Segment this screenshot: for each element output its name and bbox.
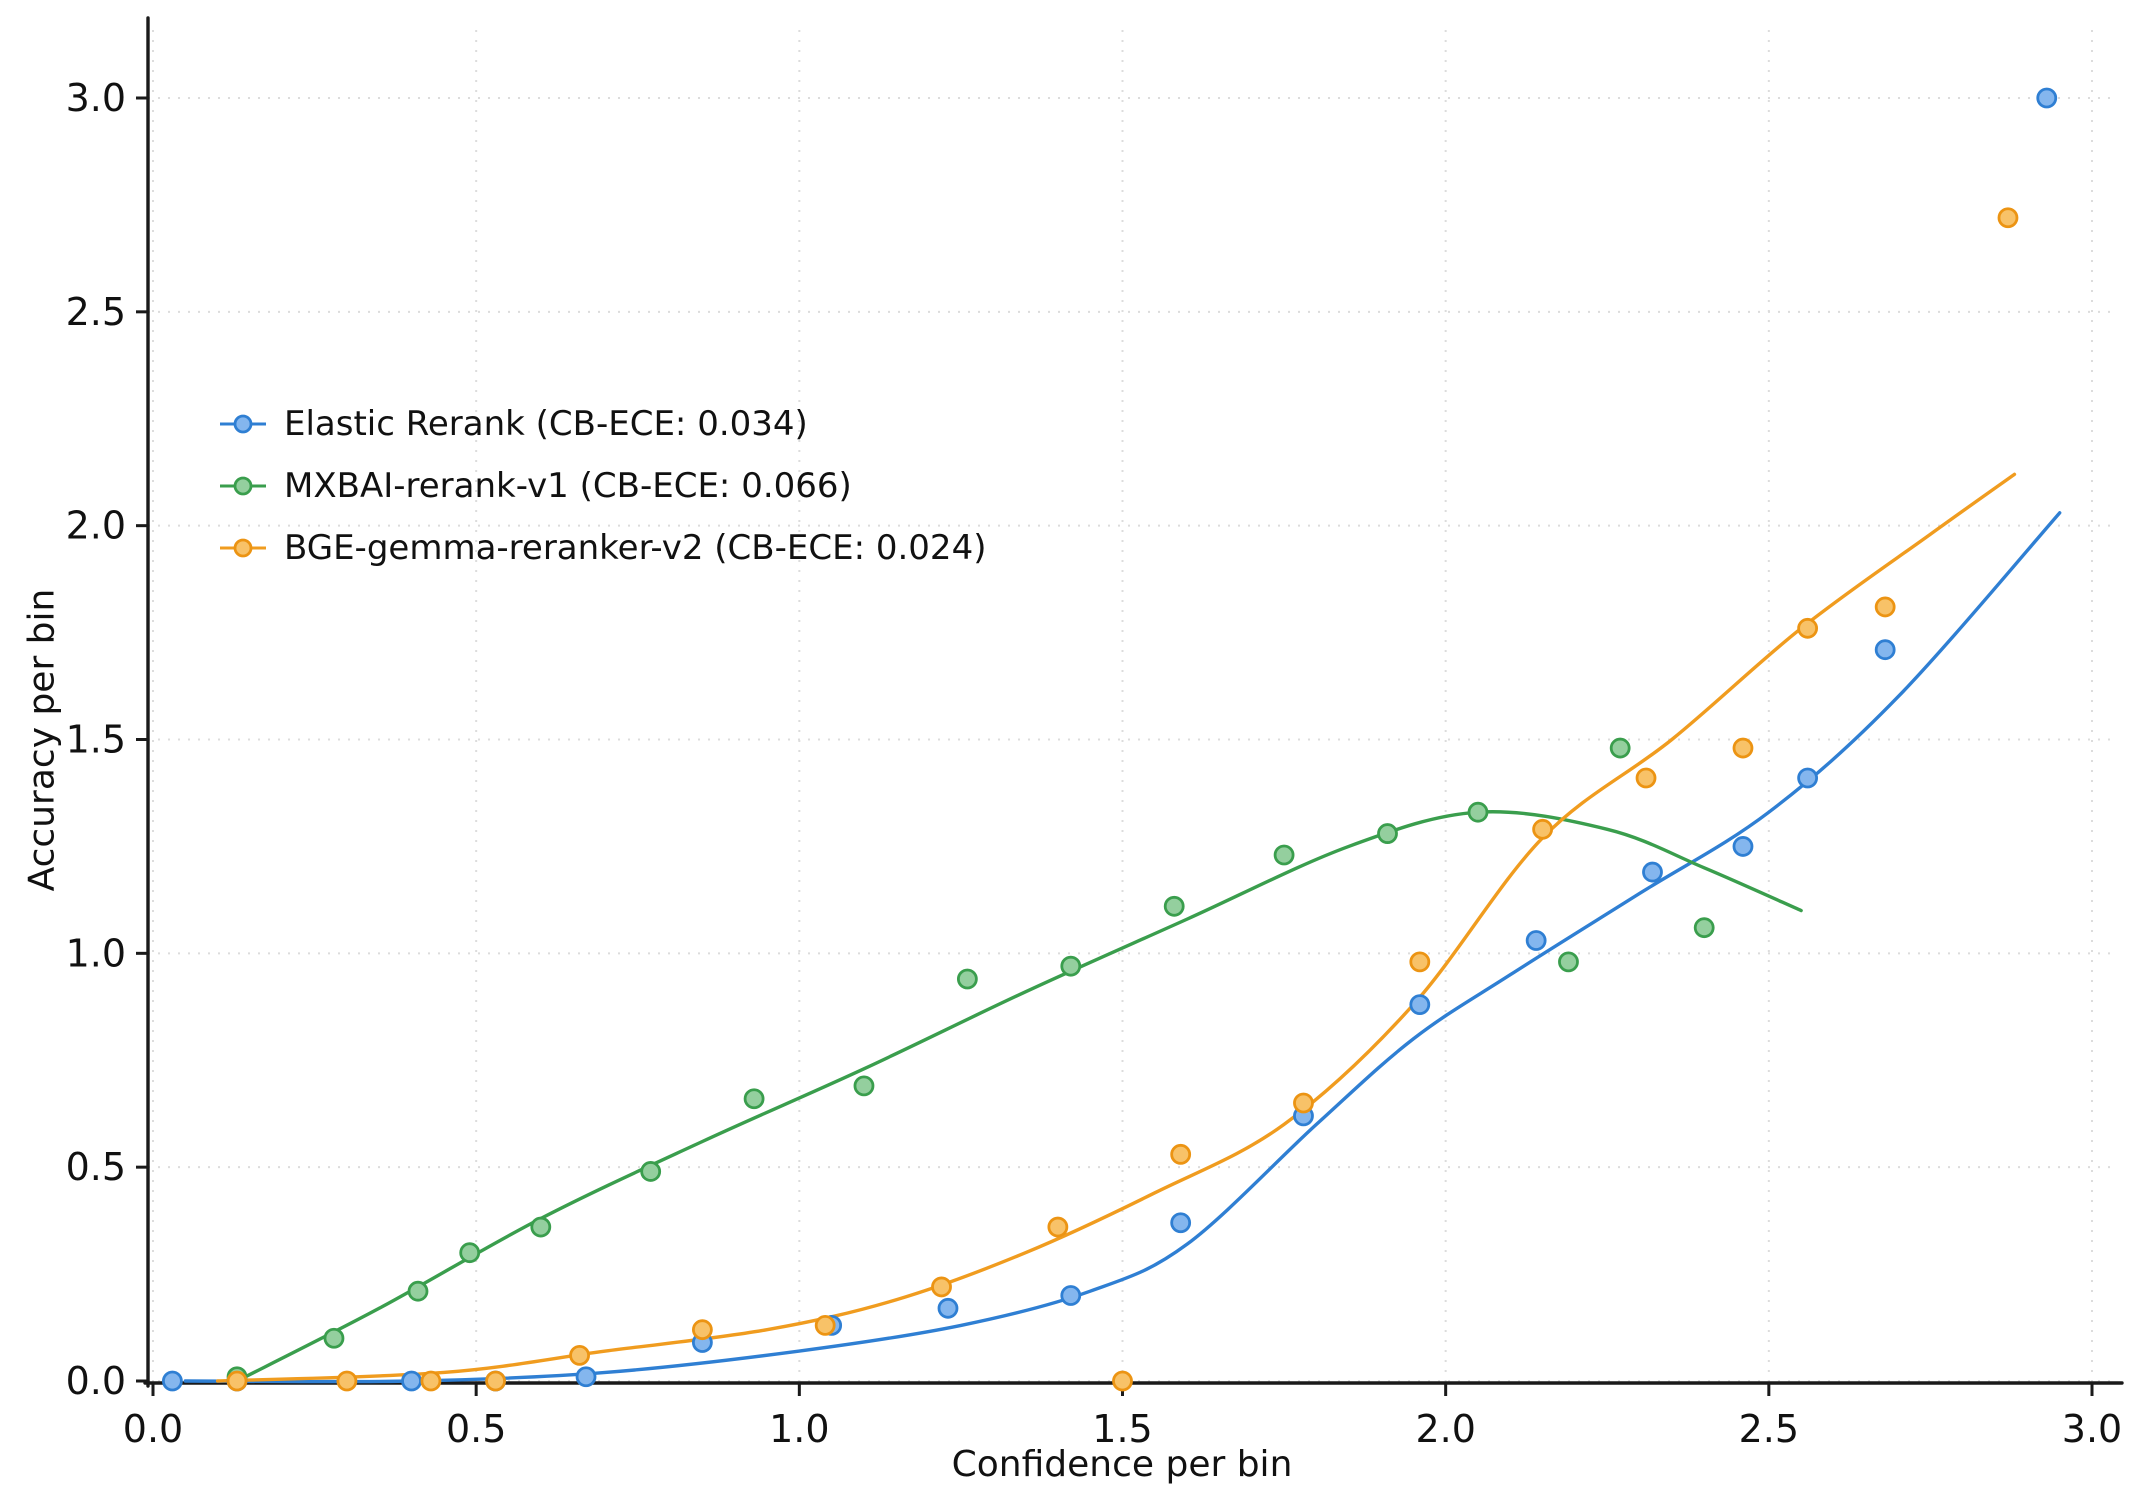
data-point-mxbai-rerank-v1 (530, 1216, 552, 1238)
data-point-bge-gemma-reranker-v2 (1112, 1370, 1133, 1392)
data-point-elastic-rerank (1732, 836, 1754, 857)
data-point-mxbai-rerank-v1 (1558, 951, 1579, 973)
data-point-mxbai-rerank-v1 (323, 1327, 345, 1349)
data-point-bge-gemma-reranker-v2 (336, 1370, 358, 1392)
legend-marker-icon (220, 476, 266, 496)
data-point-bge-gemma-reranker-v2 (485, 1370, 506, 1392)
legend-item-mxbai-rerank-v1: MXBAI-rerank-v1 (CB-ECE: 0.066) (218, 466, 986, 506)
data-point-bge-gemma-reranker-v2 (814, 1315, 836, 1336)
data-point-bge-gemma-reranker-v2 (1874, 596, 1896, 618)
data-point-bge-gemma-reranker-v2 (569, 1344, 590, 1366)
data-point-bge-gemma-reranker-v2 (1532, 818, 1554, 840)
data-point-mxbai-rerank-v1 (1693, 917, 1715, 939)
legend-label: BGE-gemma-reranker-v2 (CB-ECE: 0.024) (284, 528, 987, 568)
data-point-elastic-rerank (161, 1370, 183, 1392)
y-tick-label: 0.0 (66, 1359, 126, 1403)
data-point-mxbai-rerank-v1 (743, 1088, 765, 1110)
data-point-bge-gemma-reranker-v2 (420, 1370, 442, 1392)
x-tick-label: 3.0 (2062, 1407, 2122, 1451)
data-point-elastic-rerank (1642, 861, 1663, 883)
data-point-bge-gemma-reranker-v2 (691, 1319, 713, 1341)
data-point-elastic-rerank (1060, 1285, 1082, 1306)
series-curve-bge-gemma-reranker-v2 (215, 472, 2017, 1383)
data-point-mxbai-rerank-v1 (459, 1242, 481, 1264)
data-point-elastic-rerank (401, 1370, 422, 1392)
data-point-mxbai-rerank-v1 (640, 1161, 662, 1182)
y-axis-label: Accuracy per bin (21, 588, 63, 892)
data-point-mxbai-rerank-v1 (1609, 737, 1631, 759)
legend-marker-icon (220, 414, 266, 434)
data-point-bge-gemma-reranker-v2 (1732, 737, 1754, 759)
legend-label: MXBAI-rerank-v1 (CB-ECE: 0.066) (284, 466, 852, 506)
data-point-mxbai-rerank-v1 (1273, 844, 1295, 866)
legend-item-bge-gemma-reranker-v2: BGE-gemma-reranker-v2 (CB-ECE: 0.024) (218, 528, 986, 568)
data-point-elastic-rerank (937, 1297, 959, 1319)
y-tick-label: 0.5 (66, 1145, 126, 1189)
y-tick-label: 1.0 (66, 931, 126, 975)
x-tick-label: 2.0 (1415, 1407, 1475, 1451)
x-tick-label: 1.5 (1092, 1407, 1152, 1451)
data-point-elastic-rerank (1525, 930, 1547, 951)
y-tick-label: 3.0 (66, 76, 126, 120)
data-point-mxbai-rerank-v1 (853, 1075, 875, 1097)
data-point-bge-gemma-reranker-v2 (1635, 767, 1657, 789)
data-point-elastic-rerank (1874, 639, 1896, 661)
data-point-elastic-rerank (1797, 767, 1819, 789)
data-point-bge-gemma-reranker-v2 (1997, 207, 2019, 229)
data-point-bge-gemma-reranker-v2 (1170, 1143, 1192, 1165)
data-point-bge-gemma-reranker-v2 (1293, 1092, 1314, 1114)
data-point-bge-gemma-reranker-v2 (931, 1276, 952, 1298)
data-point-mxbai-rerank-v1 (1377, 823, 1398, 844)
legend-marker-icon (220, 538, 266, 558)
data-point-mxbai-rerank-v1 (1467, 801, 1489, 823)
legend-label: Elastic Rerank (CB-ECE: 0.034) (284, 404, 808, 444)
y-tick-label: 1.5 (66, 718, 126, 762)
x-tick-label: 2.5 (1739, 1407, 1799, 1451)
series-curve-mxbai-rerank-v1 (235, 810, 1803, 1383)
x-tick-label: 0.0 (123, 1407, 183, 1451)
data-point-bge-gemma-reranker-v2 (1047, 1216, 1069, 1238)
data-point-bge-gemma-reranker-v2 (1409, 951, 1431, 973)
y-tick-label: 2.0 (66, 504, 126, 548)
x-axis-label: Confidence per bin (951, 1444, 1293, 1485)
x-tick-label: 0.5 (446, 1407, 506, 1451)
data-point-mxbai-rerank-v1 (1163, 895, 1185, 917)
data-point-elastic-rerank (1409, 994, 1431, 1016)
data-point-elastic-rerank (1170, 1212, 1192, 1234)
data-point-elastic-rerank (575, 1366, 597, 1388)
data-point-elastic-rerank (2036, 87, 2058, 109)
y-tick-label: 2.5 (66, 290, 126, 334)
data-point-bge-gemma-reranker-v2 (226, 1370, 248, 1392)
data-point-mxbai-rerank-v1 (956, 968, 978, 990)
data-point-mxbai-rerank-v1 (1060, 955, 1082, 977)
data-point-bge-gemma-reranker-v2 (1797, 617, 1819, 639)
series-curve-elastic-rerank (183, 511, 2062, 1384)
data-point-mxbai-rerank-v1 (407, 1280, 429, 1302)
legend: Elastic Rerank (CB-ECE: 0.034) MXBAI-rer… (218, 404, 986, 568)
legend-item-elastic-rerank: Elastic Rerank (CB-ECE: 0.034) (218, 404, 986, 444)
x-tick-label: 1.0 (769, 1407, 829, 1451)
